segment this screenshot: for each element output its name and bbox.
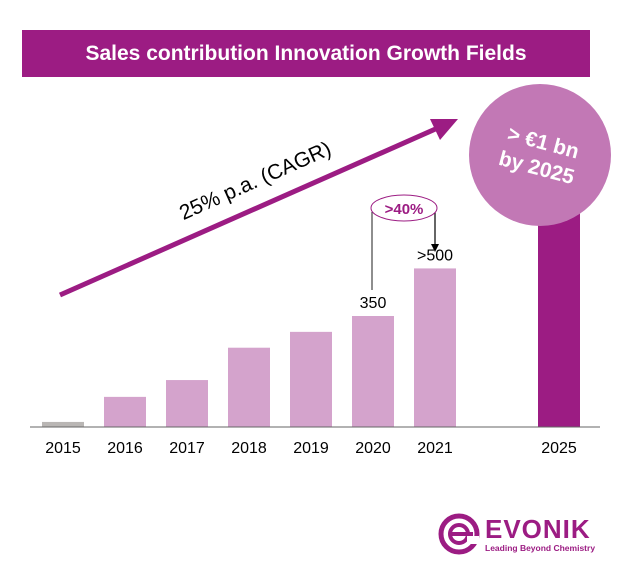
bar-2016 <box>104 396 146 427</box>
logo-tagline: Leading Beyond Chemistry <box>485 543 596 553</box>
data-label: >500 <box>417 247 453 264</box>
bar-2015 <box>42 421 84 427</box>
evonik-e-icon <box>438 513 480 555</box>
growth-label: >40% <box>385 201 424 218</box>
cagr-label: 25% p.a. (CAGR) <box>176 137 335 224</box>
target-circle: > €1 bn by 2025 <box>469 84 611 226</box>
bar-2018 <box>228 347 270 427</box>
x-tick-label: 2025 <box>541 440 577 457</box>
x-tick-label: 2017 <box>169 440 205 457</box>
x-tick-label: 2018 <box>231 440 267 457</box>
bar-2019 <box>290 331 332 427</box>
data-label: 350 <box>360 295 387 312</box>
chart-title: Sales contribution Innovation Growth Fie… <box>22 30 590 77</box>
bar-2017 <box>166 380 208 427</box>
x-tick-label: 2021 <box>417 440 453 457</box>
bar-2020 <box>352 316 394 427</box>
logo-wordmark: EVONIK <box>485 514 591 544</box>
x-tick-label: 2019 <box>293 440 329 457</box>
x-tick-label: 2015 <box>45 440 81 457</box>
x-tick-label: 2016 <box>107 440 143 457</box>
bar-2021 <box>414 268 456 427</box>
growth-annotation: >40% <box>370 194 439 290</box>
x-tick-label: 2020 <box>355 440 391 457</box>
evonik-logo: EVONIK Leading Beyond Chemistry <box>435 512 605 557</box>
cagr-arrow <box>58 119 458 298</box>
